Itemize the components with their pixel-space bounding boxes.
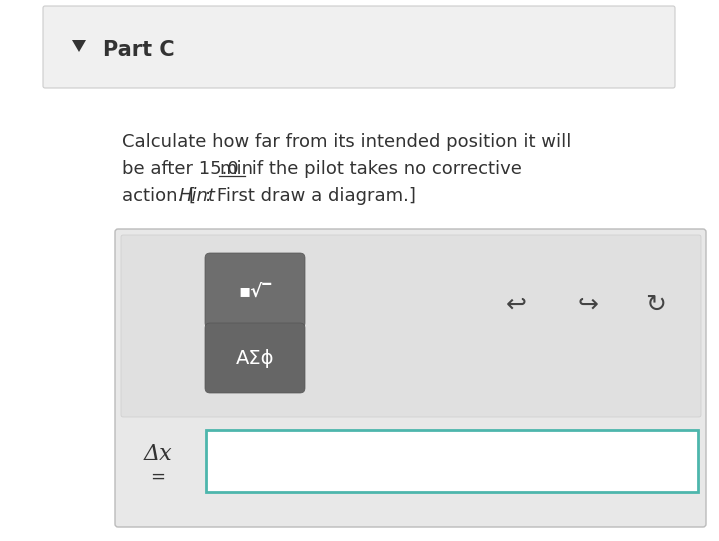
Text: Hint: Hint bbox=[179, 187, 216, 205]
Text: ΑΣϕ: ΑΣϕ bbox=[236, 348, 274, 367]
Text: : First draw a diagram.]: : First draw a diagram.] bbox=[205, 187, 416, 205]
Text: Δx: Δx bbox=[144, 443, 173, 465]
Text: ↪: ↪ bbox=[577, 293, 598, 317]
FancyBboxPatch shape bbox=[206, 430, 698, 492]
FancyBboxPatch shape bbox=[43, 6, 675, 88]
FancyBboxPatch shape bbox=[115, 229, 706, 527]
Text: action. [: action. [ bbox=[122, 187, 196, 205]
Text: if the pilot takes no corrective: if the pilot takes no corrective bbox=[246, 160, 522, 178]
FancyBboxPatch shape bbox=[205, 253, 305, 328]
Text: min: min bbox=[219, 160, 253, 178]
FancyBboxPatch shape bbox=[205, 323, 305, 393]
FancyBboxPatch shape bbox=[121, 235, 701, 417]
Text: Part C: Part C bbox=[103, 40, 175, 60]
Text: ↻: ↻ bbox=[646, 293, 667, 317]
Text: ↩: ↩ bbox=[505, 293, 526, 317]
Text: Calculate how far from its intended position it will: Calculate how far from its intended posi… bbox=[122, 133, 572, 151]
Text: be after 15.0: be after 15.0 bbox=[122, 160, 244, 178]
Text: =: = bbox=[150, 468, 165, 486]
Polygon shape bbox=[72, 40, 86, 52]
Text: ▪√‾: ▪√‾ bbox=[239, 283, 272, 301]
